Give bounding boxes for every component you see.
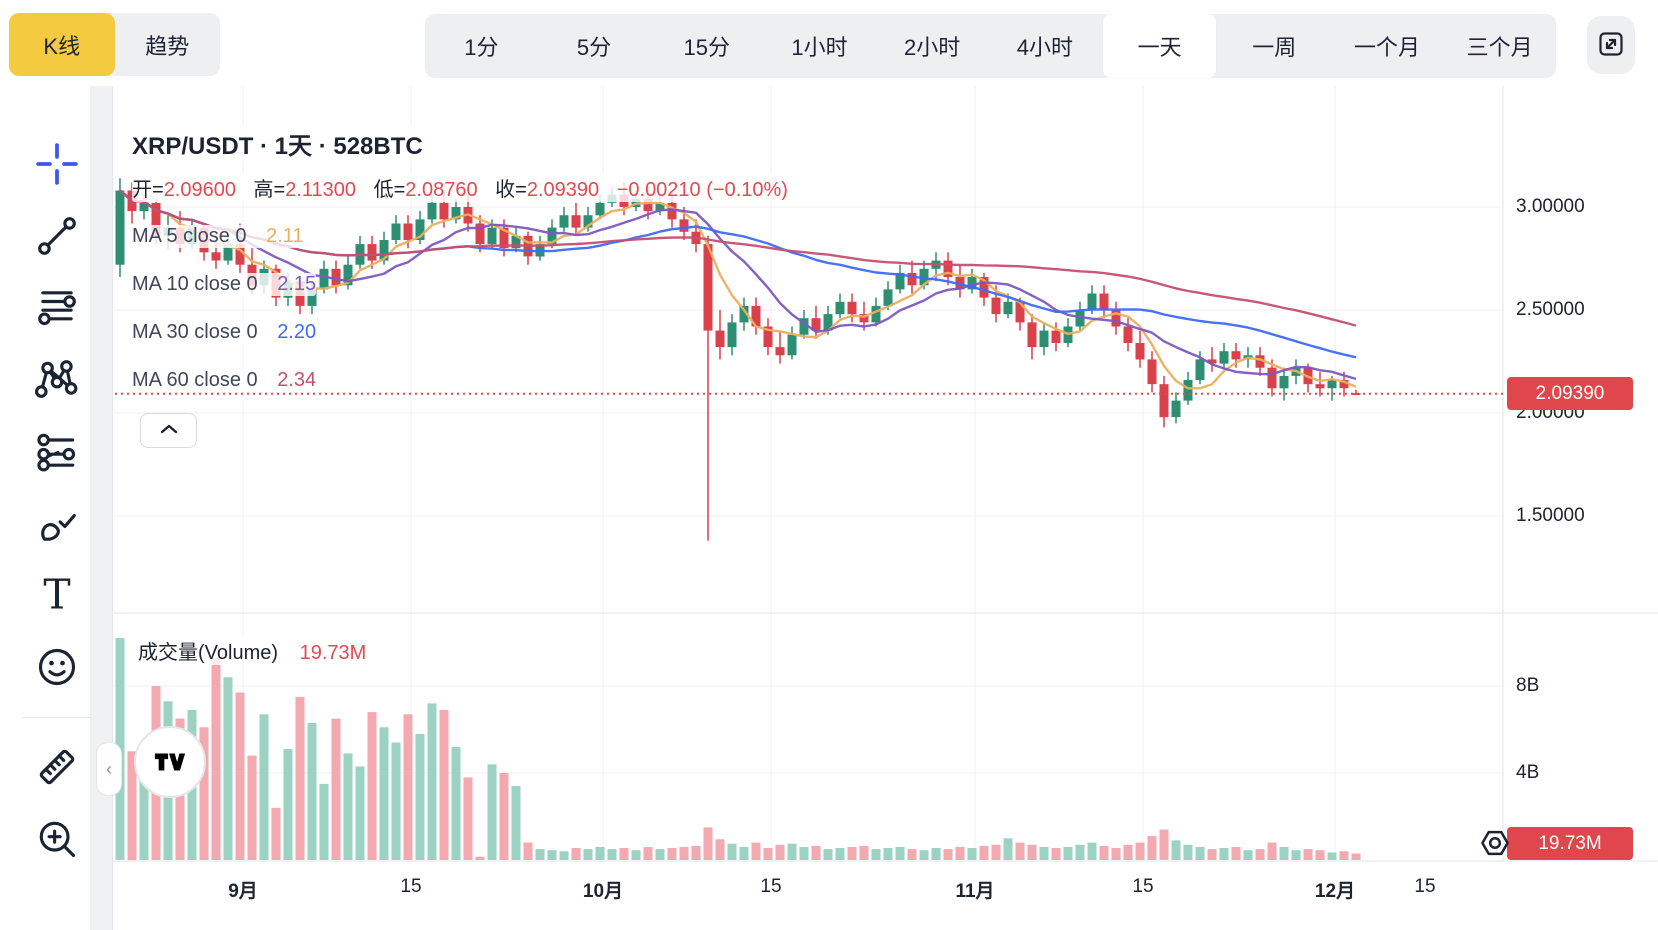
ma-label: MA 30 close 0	[132, 321, 258, 343]
ma-label: MA 10 close 0	[132, 273, 258, 295]
low-value: 2.08760	[405, 179, 478, 201]
chart-type-tab-0[interactable]: K线	[9, 13, 115, 76]
ma-value: 2.34	[277, 369, 317, 391]
tool-ruler-icon[interactable]	[35, 747, 79, 791]
volume-bars-layer	[115, 638, 1361, 861]
text-tool-icon: T	[35, 570, 79, 623]
toolbar-divider	[22, 717, 92, 718]
ma-legend-row-60[interactable]: MA 60 close 0 2.34	[132, 369, 317, 392]
ma-value: 2.11	[266, 225, 304, 247]
expand-icon	[1597, 30, 1625, 61]
chart-type-switcher: K线 趋势	[9, 13, 220, 76]
interval-tab-3[interactable]: 1小时	[791, 35, 848, 60]
time-tick: 11月	[955, 881, 995, 902]
close-value: 2.09390	[526, 179, 600, 201]
close-label: 收	[495, 179, 516, 201]
tool-fib-lines-icon[interactable]	[35, 287, 79, 331]
price-tick: 3.00000	[1516, 196, 1585, 217]
time-tick: 9月	[228, 881, 258, 902]
tool-text-tool-icon[interactable]: T	[35, 570, 79, 623]
volume-tick: 8B	[1516, 675, 1540, 696]
ma-legend-row-5[interactable]: MA 5 close 0 2.11	[132, 225, 304, 248]
emoji-icon	[35, 645, 79, 694]
interval-switcher: 1分 5分 15分 1小时 2小时 4小时 一天 一周 一个月 三个月	[425, 14, 1556, 78]
time-tick: 10月	[582, 881, 624, 902]
trendline-icon	[35, 214, 79, 263]
high-label: 高	[253, 179, 274, 201]
chart-header: K线 趋势 1分 5分 15分 1小时 2小时 4小时 一天 一周 一个月 三个月	[0, 0, 1658, 86]
svg-text:T: T	[43, 574, 70, 618]
low-label: 低	[373, 179, 394, 201]
parallel-channel-icon	[35, 429, 79, 478]
time-tick: 12月	[1314, 881, 1356, 902]
interval-tab-0[interactable]: 1分	[464, 35, 499, 60]
time-tick: 15	[400, 876, 422, 897]
tool-xabcd-pattern-icon[interactable]	[35, 359, 79, 403]
brush-icon	[35, 503, 79, 552]
interval-tab-6[interactable]: 一天	[1103, 14, 1216, 78]
chart-type-tab-1[interactable]: 趋势	[145, 33, 190, 59]
tool-trendline-icon[interactable]	[35, 216, 79, 260]
tool-crosshair-icon[interactable]	[35, 142, 79, 191]
tradingview-logo[interactable]	[134, 726, 206, 798]
volume-legend: 成交量(Volume) 19.73M	[138, 636, 367, 665]
volume-tick: 4B	[1516, 762, 1540, 783]
volume-label: 成交量(Volume)	[138, 642, 279, 664]
zoom-in-icon	[35, 817, 79, 866]
interval-tab-9[interactable]: 三个月	[1466, 35, 1533, 60]
interval-tab-5[interactable]: 4小时	[1016, 35, 1073, 60]
symbol-title: XRP/USDT · 1天 · 528BTC	[132, 126, 423, 161]
ohlc-readout: 开=2.09600 高=2.11300 低=2.08760 收=2.09390 …	[132, 173, 788, 202]
xabcd-pattern-icon	[35, 357, 79, 406]
tool-parallel-channel-icon[interactable]	[35, 431, 79, 475]
fib-lines-icon	[35, 285, 79, 334]
candlestick-chart[interactable]	[112, 86, 1658, 930]
tool-zoom-in-icon[interactable]	[35, 819, 79, 863]
volume-value: 19.73M	[299, 642, 367, 664]
chevron-up-icon	[160, 422, 178, 440]
time-tick: 15	[1132, 876, 1154, 897]
open-value: 2.09600	[163, 179, 236, 201]
moving-averages-layer	[119, 189, 1357, 390]
tradingview-logo-glyph	[154, 753, 186, 771]
change-value: −0.00210 (−0.10%)	[616, 179, 788, 201]
interval-tab-4[interactable]: 2小时	[904, 35, 961, 60]
ma-legend-row-30[interactable]: MA 30 close 0 2.20	[132, 321, 317, 344]
interval-tab-8[interactable]: 一个月	[1353, 35, 1420, 60]
ma-label: MA 60 close 0	[132, 369, 258, 391]
high-value: 2.11300	[285, 179, 357, 201]
ma-label: MA 5 close 0	[132, 225, 247, 247]
ma-legend-row-10[interactable]: MA 10 close 0 2.15	[132, 273, 317, 296]
fullscreen-button[interactable]	[1587, 16, 1635, 74]
price-tick: 2.50000	[1516, 299, 1585, 320]
interval-tab-2[interactable]: 15分	[683, 35, 730, 60]
chevron-left-icon: ‹	[106, 758, 112, 779]
ma-value: 2.15	[277, 273, 317, 295]
tool-brush-icon[interactable]	[35, 505, 79, 549]
ruler-icon	[35, 745, 79, 794]
gear-icon	[1479, 827, 1511, 864]
settings-button[interactable]	[1479, 829, 1511, 861]
open-label: 开	[132, 179, 152, 201]
interval-tab-1[interactable]: 5分	[576, 35, 612, 60]
legend-collapse-button[interactable]	[140, 413, 197, 448]
current-volume-badge: 19.73M	[1507, 827, 1633, 860]
interval-tab-7[interactable]: 一周	[1252, 35, 1297, 60]
price-tick: 1.50000	[1516, 505, 1585, 526]
current-price-badge: 2.09390	[1507, 377, 1633, 410]
ma-value: 2.20	[277, 321, 317, 343]
time-tick: 15	[1414, 876, 1436, 897]
crosshair-icon	[35, 142, 79, 191]
time-tick: 15	[760, 876, 782, 897]
tool-emoji-icon[interactable]	[35, 647, 79, 691]
drawing-toolbar: T	[0, 86, 92, 930]
time-axis[interactable]: 9月 15 10月 15 11月 15 12月 15	[112, 861, 1503, 930]
toolbar-collapse-button[interactable]: ‹	[96, 742, 122, 796]
toolbar-gutter	[90, 86, 113, 930]
